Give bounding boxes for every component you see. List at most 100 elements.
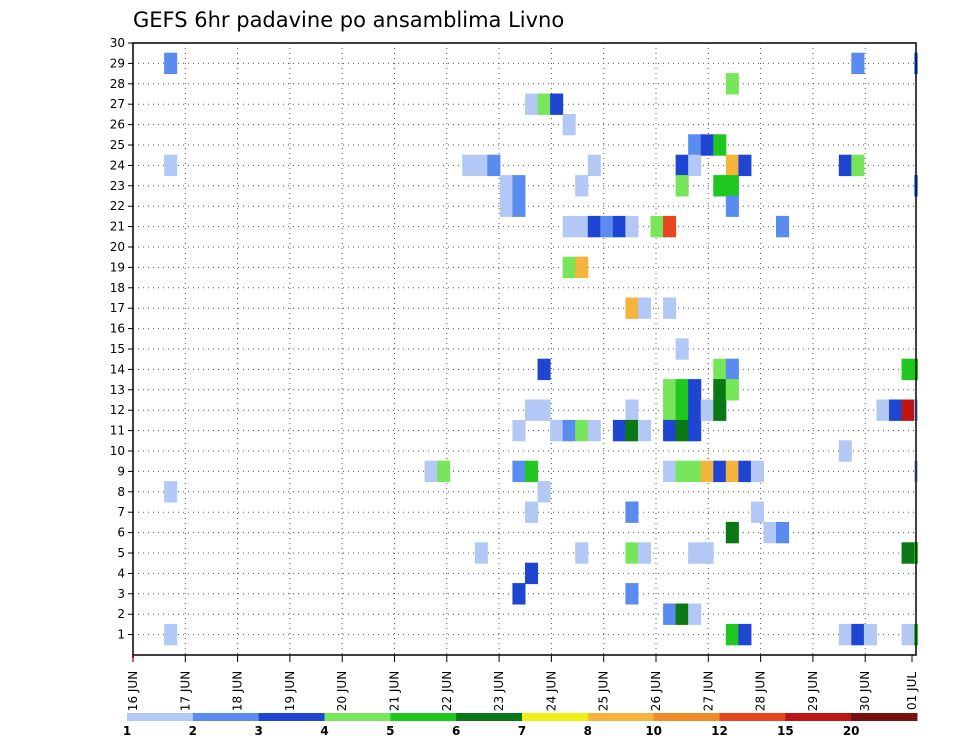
data-cell [776, 521, 790, 544]
y-tick-label: 4 [117, 566, 125, 580]
data-cell [851, 52, 865, 75]
data-cell [587, 154, 601, 177]
data-cell [537, 358, 551, 381]
data-cell [688, 603, 702, 625]
data-cell [688, 154, 702, 177]
data-cell [725, 623, 739, 646]
y-tick-label: 12 [110, 403, 125, 417]
data-cell [600, 215, 614, 238]
y-tick-label: 25 [110, 138, 125, 152]
data-cell [738, 623, 752, 646]
data-cell [688, 460, 702, 483]
data-cell [587, 215, 601, 238]
data-cell [725, 358, 739, 381]
data-cell [725, 379, 739, 401]
data-cell [663, 603, 677, 625]
y-tick-label: 21 [110, 220, 125, 234]
data-cell [838, 154, 852, 177]
legend-swatch [522, 713, 589, 721]
y-tick-label: 28 [110, 77, 125, 91]
data-cell [550, 419, 564, 442]
legend-label: 12 [711, 724, 728, 738]
data-cell [637, 297, 652, 319]
legend-swatch [653, 713, 720, 721]
data-cell [725, 154, 739, 177]
data-cell [625, 583, 639, 605]
x-tick-label: 01 JUL [905, 672, 919, 710]
data-cell [688, 419, 702, 442]
data-cell [663, 215, 677, 238]
data-cell [663, 297, 677, 319]
y-tick-label: 14 [110, 362, 125, 376]
data-cell [713, 358, 727, 381]
data-cell [663, 399, 677, 421]
data-cell [851, 154, 865, 177]
data-cell [625, 399, 639, 421]
data-cell [688, 379, 702, 401]
data-cell [738, 460, 752, 483]
data-cell [474, 542, 488, 564]
data-cell [524, 501, 539, 523]
chart-title: GEFS 6hr padavine po ansamblima Livno [133, 8, 564, 32]
data-cell [625, 297, 639, 319]
y-tick-label: 29 [110, 56, 125, 70]
data-cell [587, 419, 601, 442]
legend-label: 15 [777, 724, 794, 738]
x-axis: 16 JUN 17 JUN 18 JUN 19 JUN 20 JUN 21 JUN 22 J… [126, 655, 919, 711]
legend-swatch [324, 713, 391, 721]
data-cell [700, 134, 714, 156]
data-cell [562, 215, 576, 238]
data-cell [675, 419, 689, 442]
y-tick-label: 22 [110, 199, 125, 213]
data-cell [675, 603, 689, 625]
x-tick-label: 21 JUN [388, 671, 402, 711]
data-cell [575, 175, 589, 197]
data-cell [750, 501, 764, 523]
legend-swatch [587, 713, 655, 721]
legend-swatch [456, 713, 523, 721]
legend-swatch [258, 713, 325, 721]
y-tick-label: 2 [117, 607, 125, 621]
y-tick-label: 17 [110, 301, 125, 315]
data-cell [612, 419, 626, 442]
y-tick-label: 7 [117, 505, 125, 519]
y-tick-label: 13 [110, 383, 125, 397]
data-cell [625, 542, 639, 564]
y-tick-label: 23 [110, 179, 125, 193]
data-cell [725, 521, 739, 544]
data-cell [901, 542, 915, 564]
color-legend: 1 2 3 4 5 6 7 8 10 12 15 20 [123, 713, 918, 738]
data-cell [575, 419, 589, 442]
data-cell [725, 460, 739, 483]
data-cell [700, 460, 714, 483]
data-cell [612, 215, 626, 238]
data-cell [537, 399, 551, 421]
y-tick-label: 11 [110, 424, 125, 438]
y-tick-label: 30 [110, 36, 125, 50]
data-cell [524, 562, 539, 585]
x-tick-label: 24 JUN [544, 671, 558, 711]
data-cell [838, 440, 852, 462]
data-cell [462, 154, 476, 177]
legend-label: 7 [518, 724, 526, 738]
x-tick-label: 25 JUN [597, 671, 611, 711]
legend-label: 2 [189, 724, 197, 738]
data-cell [537, 93, 551, 115]
x-tick-label: 17 JUN [178, 671, 192, 711]
data-cell [738, 154, 752, 177]
x-tick-label: 19 JUN [283, 671, 297, 711]
data-cell [713, 379, 727, 401]
data-cell [562, 256, 576, 279]
x-tick-label: 29 JUN [806, 671, 820, 711]
legend-swatch [192, 713, 260, 721]
data-cell [838, 623, 852, 646]
legend-swatch [719, 713, 786, 721]
legend-swatch [785, 713, 852, 721]
data-cell [575, 542, 589, 564]
data-cell [562, 113, 576, 136]
data-cell [675, 399, 689, 421]
data-cell [725, 73, 739, 95]
data-cell [499, 195, 513, 217]
y-tick-label: 10 [110, 444, 125, 458]
y-tick-label: 20 [110, 240, 125, 254]
